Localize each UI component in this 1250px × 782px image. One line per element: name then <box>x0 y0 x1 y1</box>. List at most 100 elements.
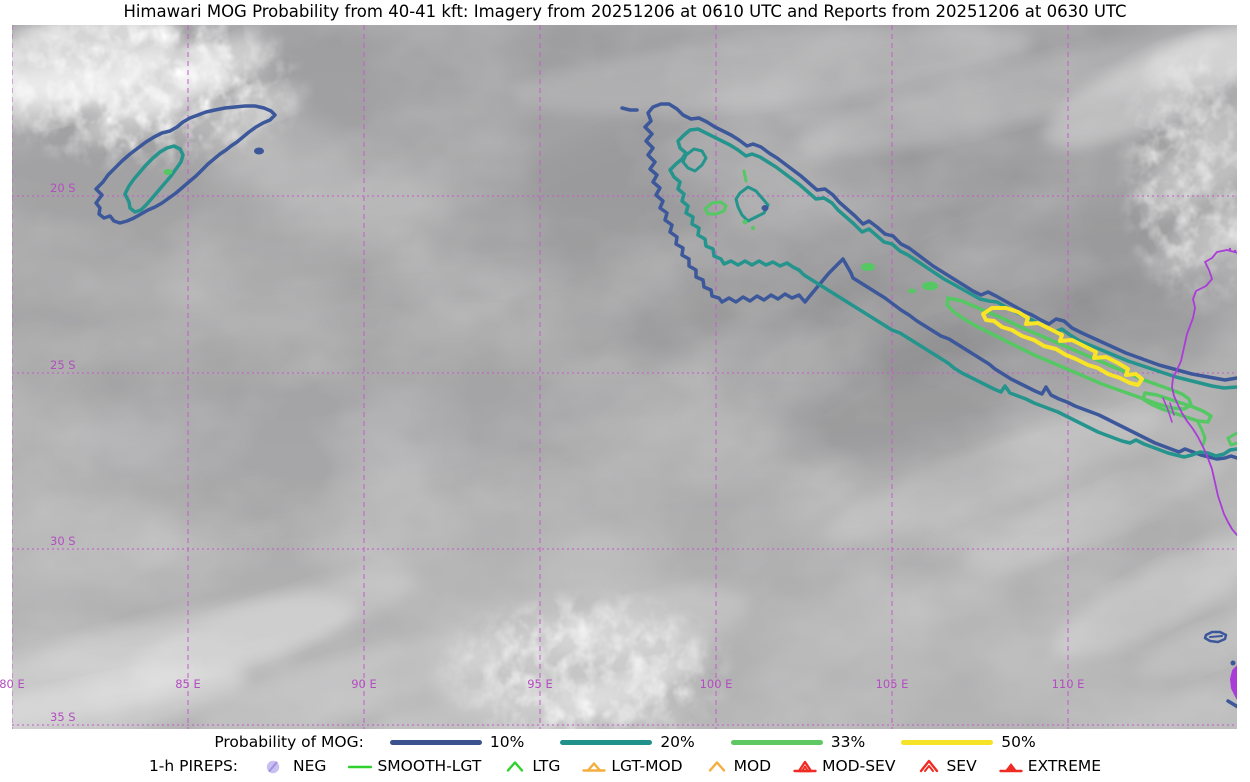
probability-legend-item: 50% <box>901 733 1036 751</box>
mark-mog-33-patch-a <box>861 263 875 271</box>
pirep-legend-item: MOD-SEV <box>793 757 895 775</box>
mark-coast-dot-a <box>1228 247 1232 251</box>
mark-mog-33-patch-b <box>922 281 938 291</box>
pirep-label: EXTREME <box>1027 757 1102 775</box>
lon-label: 90 E <box>351 677 377 691</box>
cloud-bright-patch <box>1143 94 1237 216</box>
lon-label: 105 E <box>876 677 909 691</box>
probability-level-label: 10% <box>489 733 525 751</box>
probability-level-label: 20% <box>660 733 695 751</box>
pirep-legend-item: NEG <box>264 757 326 775</box>
pireps-legend: 1-h PIREPS: NEG SMOOTH-LGT LTG LGT-MOD MOD MO… <box>0 754 1250 778</box>
contour-mog-10-sw-dash <box>1226 699 1237 709</box>
contour-coastline-west-australia <box>1171 249 1237 536</box>
lat-label: 30 S <box>50 534 76 548</box>
cloud-bright-patch <box>78 96 186 144</box>
cloud-bright-patch <box>12 667 249 729</box>
contour-mog-10-sw-dash-inner <box>1209 635 1223 638</box>
contour-mog-10-sw-ellipse <box>1203 630 1228 644</box>
cloud-bright-patch <box>822 407 1162 543</box>
caret-with-base-icon <box>582 762 607 772</box>
probability-line-swatch <box>389 739 482 745</box>
mark-mog-10-spot-west-cell <box>254 147 264 155</box>
contour-mog-20-west-cell <box>123 144 185 214</box>
cloud-bright-patch <box>513 25 1031 115</box>
caret-icon <box>708 761 725 772</box>
contour-mog-33-head-ring <box>703 200 728 216</box>
contour-coastline-peninsula-a <box>1162 397 1173 423</box>
cloud-bright-patch <box>175 35 269 95</box>
lon-label: 110 E <box>1052 677 1085 691</box>
probability-line-swatch <box>730 739 823 745</box>
lat-label: 35 S <box>50 710 76 724</box>
satellite-map-svg: 20 S 25 S 30 S 35 S 80 E 85 E 90 E 95 E 100 E 105… <box>0 25 1237 729</box>
mark-mog-33-dot-a <box>742 219 748 225</box>
probability-level-label: 33% <box>830 733 866 751</box>
contour-mog-10-main-band <box>643 102 1237 461</box>
lon-label: 95 E <box>527 677 553 691</box>
contour-mog-33-se-tail <box>1196 420 1207 447</box>
probability-level-label: 50% <box>1001 733 1036 751</box>
pirep-legend-item: SEV <box>917 757 977 775</box>
cloud-bright-patch <box>1136 610 1237 680</box>
probability-legend-item: 20% <box>560 733 695 751</box>
pirep-legend-item: LTG <box>503 757 560 775</box>
pirep-label: LGT-MOD <box>611 757 683 775</box>
mark-mog-33-patch-c <box>908 288 916 294</box>
latlon-label-layer: 20 S 25 S 30 S 35 S 80 E 85 E 90 E 95 E 100 E 105… <box>0 181 1084 724</box>
triangle-filled-base-icon <box>999 763 1023 773</box>
contour-mog-33-se-loop <box>1141 391 1213 424</box>
lat-label: 25 S <box>50 358 76 372</box>
pirep-label: NEG <box>293 757 327 775</box>
cloud-bright-patch <box>798 34 1226 156</box>
pirep-label: MOD-SEV <box>822 757 896 775</box>
mark-mog-10-spot-head <box>761 205 769 211</box>
contour-mog-33-edge-hook <box>1226 431 1237 447</box>
cloud-bright-patch <box>129 571 415 679</box>
lon-label: 80 E <box>0 677 25 691</box>
contour-mog-20-main-band <box>668 127 1237 459</box>
cloud-bright-patch <box>229 84 305 126</box>
lat-label: 20 S <box>50 181 76 195</box>
lon-label: 100 E <box>700 677 733 691</box>
triangle-outline-base-icon <box>793 760 817 773</box>
cloud-bright-patch <box>623 653 701 687</box>
caret-icon <box>507 761 524 772</box>
mark-mog-33-spot-west-cell <box>163 169 173 175</box>
mark-coast-dot-b <box>1233 249 1237 253</box>
pireps-legend-title: 1-h PIREPS: <box>148 757 239 775</box>
contour-mog-10-band-dash <box>620 106 639 112</box>
pirep-label: SEV <box>946 757 977 775</box>
horizontal-line-icon <box>348 765 373 769</box>
double-caret-icon <box>920 759 939 773</box>
pirep-legend-item: LGT-MOD <box>582 757 683 775</box>
pirep-legend-item: SMOOTH-LGT <box>348 757 481 775</box>
cloud-bright-patch <box>12 65 112 125</box>
cloud-bright-patch <box>1055 532 1237 658</box>
cloud-bright-patch <box>1153 204 1237 276</box>
contour-mog-10-west-cell <box>94 104 277 225</box>
mark-mog-10-sw-dot <box>1230 660 1236 666</box>
contour-coastline-peninsula-b <box>1169 402 1175 416</box>
contour-mog-20-inner-ring-a <box>681 147 708 173</box>
contour-mog-50-core <box>981 306 1144 387</box>
pirep-label: SMOOTH-LGT <box>377 757 482 775</box>
latlon-grid-layer <box>12 25 1237 729</box>
contour-mog-20-inner-ring-b <box>734 185 770 223</box>
mark-mog-33-dot-b <box>751 226 755 230</box>
cloud-bright-patch <box>961 457 1223 573</box>
pirep-label: LTG <box>532 757 561 775</box>
lon-label: 85 E <box>175 677 201 691</box>
mog-contour-layer <box>94 102 1237 709</box>
neg-circle-slash-icon <box>266 760 280 774</box>
contour-mog-33-head-tick <box>742 169 748 183</box>
probability-legend: Probability of MOG: 10% 20% 33% 50% <box>0 730 1250 754</box>
probability-line-swatch <box>560 739 653 745</box>
satellite-map: 20 S 25 S 30 S 35 S 80 E 85 E 90 E 95 E 100 E 105… <box>0 25 1237 729</box>
cloud-bright-patch <box>1144 25 1237 87</box>
probability-legend-item: 33% <box>730 733 866 751</box>
pirep-label: MOD <box>733 757 772 775</box>
probability-line-swatch <box>901 739 994 745</box>
